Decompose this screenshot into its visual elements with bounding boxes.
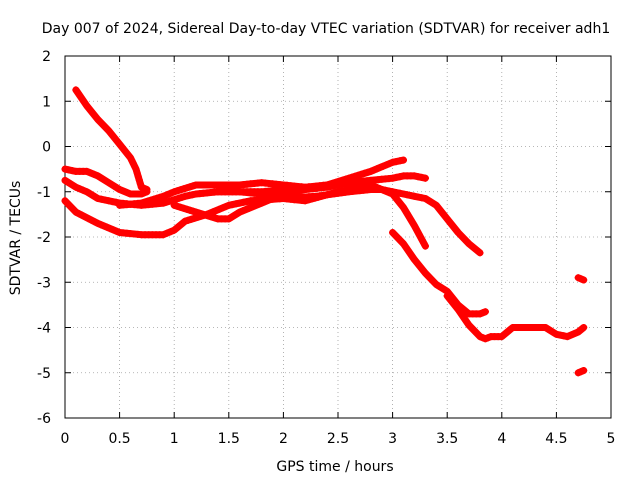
data-point <box>167 228 175 236</box>
data-point <box>270 194 278 202</box>
data-point <box>364 168 372 176</box>
series-track-h <box>389 229 489 318</box>
y-tick-label: -4 <box>37 321 51 337</box>
data-point <box>476 249 484 257</box>
y-tick-label: -1 <box>37 185 51 201</box>
data-point <box>421 174 429 182</box>
data-point <box>83 167 91 175</box>
x-tick-label: 5 <box>607 431 616 447</box>
data-point <box>137 199 145 207</box>
data-point <box>76 185 84 193</box>
series-track-g <box>214 179 429 250</box>
y-tick-label: 0 <box>42 140 51 156</box>
data-point <box>72 183 80 191</box>
data-point <box>123 189 131 196</box>
x-tick-label: 3 <box>388 431 397 447</box>
y-tick-label: -6 <box>37 411 51 427</box>
data-point <box>184 216 192 224</box>
x-tick-label: 2.5 <box>327 431 349 447</box>
data-point <box>481 308 489 316</box>
data-point <box>580 276 588 284</box>
data-point <box>90 170 98 178</box>
data-point <box>379 162 387 170</box>
data-point <box>159 192 167 200</box>
y-axis-title: SDTVAR / TECUs <box>8 181 24 296</box>
data-point <box>134 172 142 180</box>
series-track-f <box>170 156 407 223</box>
data-point <box>560 332 568 340</box>
y-tick-label: -3 <box>37 275 51 291</box>
data-point <box>176 203 184 211</box>
data-point <box>176 186 184 194</box>
data-point <box>106 225 114 233</box>
data-point <box>79 186 87 194</box>
grid <box>65 56 611 418</box>
chart-title: Day 007 of 2024, Sidereal Day-to-day VTE… <box>42 21 610 37</box>
x-tick-label: 0.5 <box>108 431 130 447</box>
data-point <box>567 331 575 339</box>
x-tick-label: 4.5 <box>545 431 567 447</box>
data-point <box>159 231 167 239</box>
data-point <box>563 333 571 341</box>
data-point <box>379 186 387 194</box>
data-point <box>163 191 171 199</box>
data-point <box>133 169 141 177</box>
data-point <box>254 200 262 208</box>
data-point <box>400 156 407 164</box>
data-point <box>135 176 143 184</box>
y-tick-label: 2 <box>42 49 51 65</box>
x-tick-label: 1.5 <box>218 431 240 447</box>
y-tick-label: -5 <box>37 366 51 382</box>
data-point <box>580 324 588 331</box>
x-tick-label: 1 <box>170 431 179 447</box>
data-point <box>163 229 171 237</box>
data-point <box>116 186 124 193</box>
series-group <box>61 86 588 377</box>
series-track-j <box>574 274 588 284</box>
axis-ticks: 0 0.5 1 1.5 2 2.5 3 3.5 4 4.5 5 -6 -5 -4 -3 -2 -1 0 1 2 <box>37 49 615 447</box>
x-axis-title: GPS time / hours <box>276 459 393 475</box>
series-track-i <box>443 292 588 343</box>
data-point <box>215 205 223 213</box>
data-point <box>239 207 247 215</box>
data-point <box>136 180 144 188</box>
data-point <box>143 188 151 196</box>
data-point <box>421 242 429 250</box>
data-point <box>87 169 94 177</box>
series-track-a <box>72 86 151 193</box>
data-point <box>119 187 127 195</box>
x-tick-label: 0 <box>61 431 70 447</box>
x-tick-label: 2 <box>279 431 288 447</box>
data-point <box>571 330 579 337</box>
data-point <box>208 213 216 221</box>
data-point <box>580 367 588 374</box>
data-point <box>167 189 175 197</box>
y-tick-label: 1 <box>42 94 51 110</box>
x-tick-label: 3.5 <box>436 431 458 447</box>
data-point <box>132 165 140 173</box>
x-tick-label: 4 <box>497 431 506 447</box>
data-point <box>192 208 200 216</box>
series-track-b <box>61 165 151 198</box>
y-tick-label: -2 <box>37 230 51 246</box>
series-track-k <box>574 367 588 377</box>
data-point <box>153 194 161 202</box>
